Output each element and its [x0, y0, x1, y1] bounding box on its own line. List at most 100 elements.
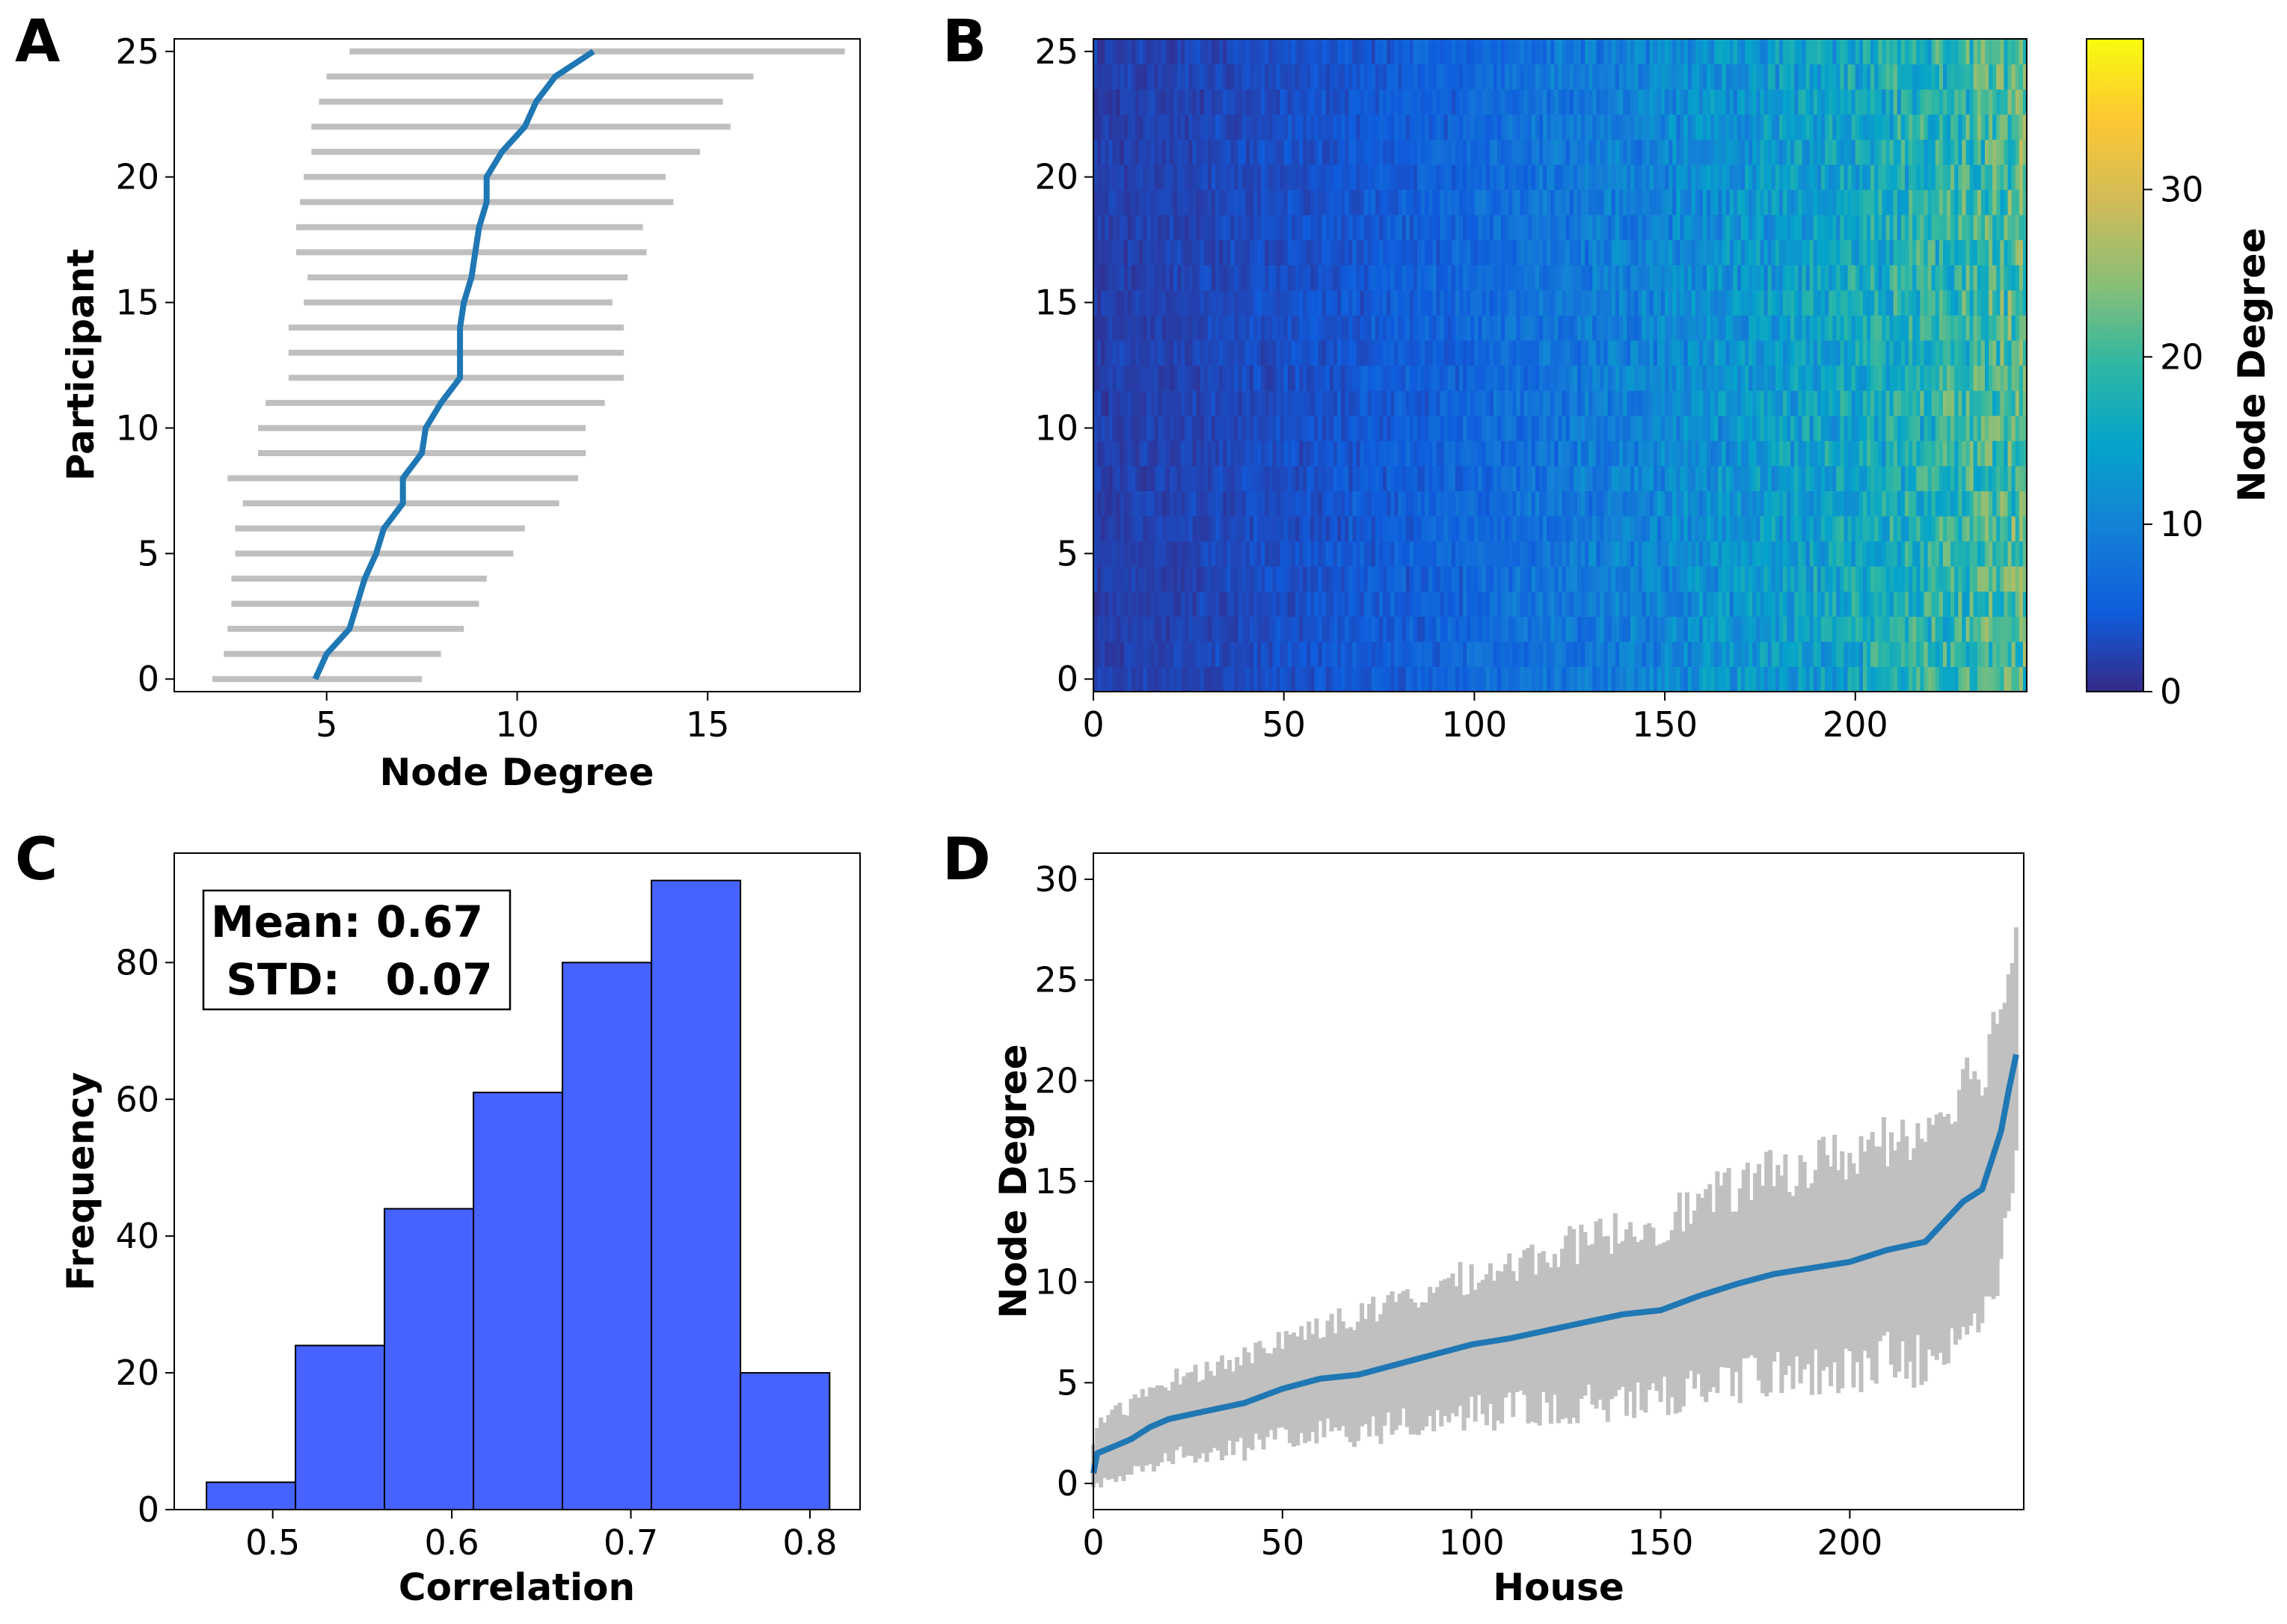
heatmap-cell [1139, 465, 1144, 491]
heatmap-cell [1177, 440, 1182, 467]
heatmap-cell [1707, 591, 1711, 617]
heatmap-cell [1363, 339, 1369, 366]
heatmap-cell [1146, 189, 1151, 215]
heatmap-cell [1387, 465, 1391, 491]
heatmap-cell [1398, 365, 1403, 391]
heatmap-cell [1200, 541, 1205, 567]
heatmap-cell [1550, 315, 1555, 341]
heatmap-cell [1653, 566, 1658, 592]
heatmap-cell [1931, 189, 1936, 215]
heatmap-cell [1749, 440, 1753, 467]
heatmap-cell [1554, 641, 1559, 668]
heatmap-cell [1451, 289, 1456, 316]
heatmap-cell [1116, 289, 1121, 316]
heatmap-cell [1935, 541, 1940, 567]
heatmap-cell [1698, 315, 1704, 341]
heatmap-cell [1558, 490, 1563, 517]
heatmap-cell [1463, 541, 1467, 567]
heatmap-cell [1280, 490, 1285, 517]
heatmap-cell [1707, 566, 1711, 592]
heatmap-cell [1832, 515, 1837, 542]
heatmap-cell [1211, 339, 1216, 366]
heatmap-cell [1512, 566, 1517, 592]
heatmap-cell [1478, 265, 1483, 291]
heatmap-cell [1935, 515, 1940, 542]
heatmap-cell [1398, 415, 1403, 441]
heatmap-cell [1927, 365, 1933, 391]
heatmap-cell [1676, 289, 1681, 316]
heatmap-cell [1234, 566, 1239, 592]
heatmap-cell [1280, 515, 1285, 542]
heatmap-cell [1989, 515, 1993, 542]
heatmap-cell [1161, 339, 1167, 366]
heatmap-cell [1211, 465, 1216, 491]
heatmap-cell [1642, 390, 1647, 416]
heatmap-cell [1554, 415, 1559, 441]
heatmap-cell [1745, 189, 1749, 215]
x-tick-label: 15 [686, 704, 730, 745]
heatmap-cell [1973, 440, 1978, 467]
heatmap-cell [1912, 415, 1917, 441]
heatmap-cell [1203, 365, 1209, 391]
heatmap-cell [1116, 365, 1121, 391]
heatmap-cell [1112, 189, 1117, 215]
heatmap-cell [1459, 490, 1464, 517]
heatmap-cell [1813, 189, 1818, 215]
heatmap-cell [1989, 616, 1993, 642]
heatmap-cell [1809, 315, 1814, 341]
heatmap-cell [1603, 490, 1609, 517]
heatmap-cell [2011, 465, 2016, 491]
heatmap-cell [1352, 390, 1357, 416]
heatmap-cell [1337, 440, 1342, 467]
heatmap-cell [1844, 616, 1849, 642]
heatmap-cell [1116, 641, 1121, 668]
heatmap-cell [1383, 289, 1387, 316]
heatmap-cell [1878, 265, 1883, 291]
heatmap-cell [1158, 390, 1163, 416]
heatmap-cell [1938, 189, 1944, 215]
heatmap-cell [1752, 566, 1757, 592]
heatmap-cell [1920, 365, 1925, 391]
heatmap-cell [1855, 666, 1860, 692]
heatmap-cell [1847, 666, 1852, 692]
heatmap-cell [1634, 215, 1639, 241]
heatmap-cell [1749, 490, 1753, 517]
heatmap-cell [1432, 515, 1437, 542]
heatmap-cell [1379, 415, 1384, 441]
heatmap-cell [1657, 215, 1662, 241]
heatmap-cell [1329, 440, 1334, 467]
heatmap-cell [1177, 289, 1182, 316]
heatmap-cell [1249, 515, 1254, 542]
heatmap-cell [1657, 390, 1662, 416]
heatmap-cell [1565, 289, 1571, 316]
heatmap-cell [1942, 566, 1947, 592]
heatmap-cell [1820, 490, 1826, 517]
heatmap-cell [1265, 239, 1269, 265]
heatmap-cell [1577, 315, 1582, 341]
heatmap-cell [1669, 541, 1673, 567]
heatmap-cell [1973, 465, 1978, 491]
heatmap-cell [1303, 591, 1307, 617]
heatmap-cell [1672, 315, 1677, 341]
heatmap-cell [1440, 541, 1445, 567]
heatmap-cell [1676, 315, 1681, 341]
heatmap-cell [1230, 365, 1235, 391]
heatmap-cell [1215, 189, 1220, 215]
heatmap-cell [1897, 215, 1902, 241]
heatmap-cell [1387, 490, 1391, 517]
heatmap-cell [1722, 415, 1727, 441]
heatmap-cell [1752, 666, 1757, 692]
heatmap-cell [1360, 239, 1365, 265]
heatmap-cell [1105, 415, 1109, 441]
heatmap-cell [1725, 465, 1731, 491]
heatmap-cell [2022, 541, 2027, 567]
heatmap-cell [1980, 390, 1986, 416]
heatmap-cell [1585, 189, 1589, 215]
heatmap-cell [1276, 440, 1281, 467]
heatmap-cell [1680, 239, 1685, 265]
heatmap-cell [1223, 541, 1227, 567]
heatmap-cell [1436, 365, 1441, 391]
heatmap-cell [1763, 541, 1769, 567]
heatmap-cell [2011, 239, 2016, 265]
heatmap-cell [1120, 641, 1125, 668]
